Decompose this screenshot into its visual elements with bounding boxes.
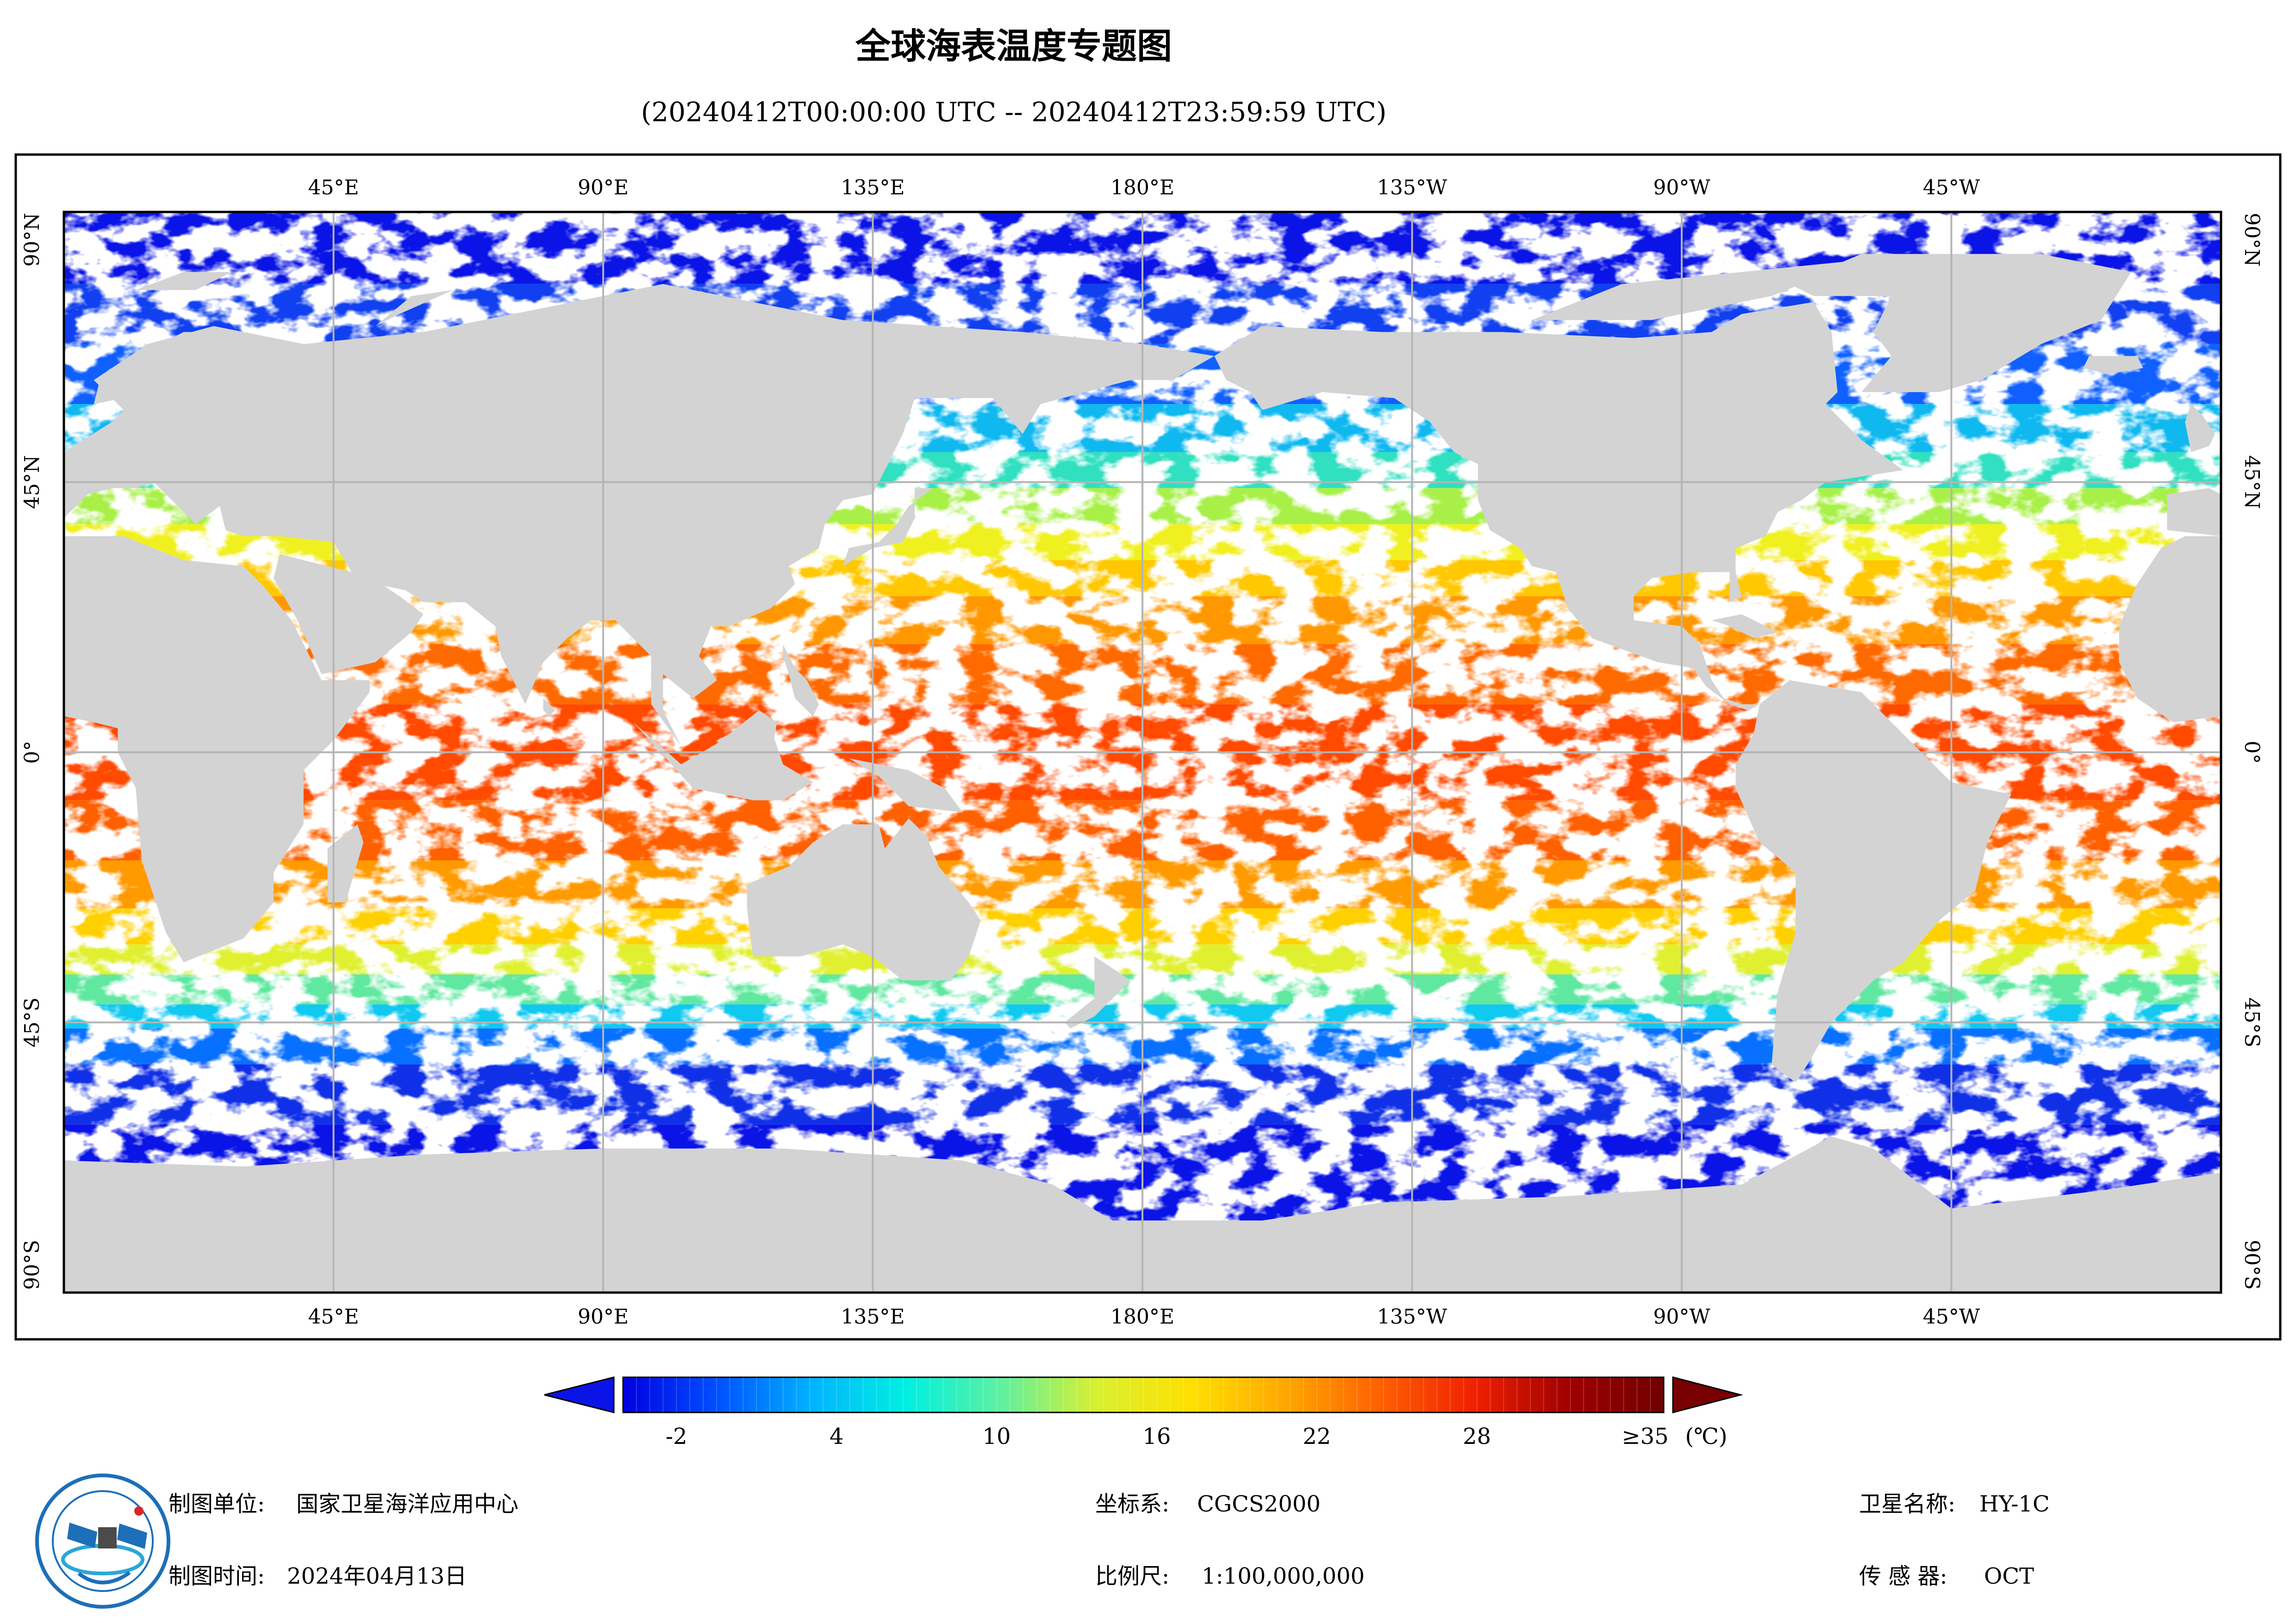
lat-label-right: 45°N — [2240, 455, 2264, 510]
south-america-land — [1735, 680, 2011, 1082]
map-area — [64, 212, 2221, 1293]
lon-label-bottom: 135°W — [1377, 1305, 1447, 1329]
map-outer-frame — [14, 153, 2282, 1341]
japan-land — [842, 488, 933, 566]
cuba-land — [1711, 614, 1778, 638]
colorbar-unit-label: (℃) — [1685, 1424, 1727, 1449]
sri-lanka-land — [543, 698, 555, 716]
graticule — [64, 212, 2221, 1293]
lat-label-left: 45°S — [20, 997, 44, 1047]
lat-label-right: 90°N — [2240, 213, 2264, 267]
lon-label-bottom: 45°W — [1923, 1305, 1980, 1329]
colorbar-tick-label: 22 — [1303, 1424, 1331, 1449]
sensor-label: 传 感 器: — [1859, 1563, 1947, 1589]
sensor-value: OCT — [1984, 1563, 2034, 1589]
iceland-land — [2083, 356, 2143, 374]
colorbar-tick-label: -2 — [666, 1424, 687, 1449]
lat-label-left: 45°N — [20, 455, 44, 510]
org-value: 国家卫星海洋应用中心 — [296, 1491, 518, 1517]
lat-label-right: 0° — [2240, 741, 2264, 764]
lon-label-bottom: 135°E — [841, 1305, 905, 1329]
scandinavia-land — [94, 332, 232, 417]
colorbar-tick-label: 10 — [982, 1424, 1011, 1449]
svalbard-land — [136, 272, 232, 290]
lon-label-top: 90°W — [1653, 176, 1710, 199]
scale-value: 1:100,000,000 — [1202, 1563, 1365, 1589]
lat-label-right: 45°S — [2240, 997, 2264, 1047]
greenland-land — [1790, 254, 2131, 392]
arabia-land — [274, 554, 424, 674]
lat-label-left: 0° — [20, 741, 44, 764]
lon-label-top: 45°W — [1923, 176, 1980, 199]
lat-label-left: 90°S — [20, 1240, 44, 1290]
time-label: 制图时间: — [168, 1563, 265, 1589]
scale-label: 比例尺: — [1095, 1563, 1169, 1589]
lon-label-top: 180°E — [1111, 176, 1174, 199]
lon-label-top: 135°W — [1377, 176, 1447, 199]
colorbar-gradient — [622, 1376, 1665, 1413]
org-label: 制图单位: — [168, 1491, 265, 1517]
new-zealand-land — [1064, 956, 1131, 1029]
colorbar-tick-label: ≥35 — [1622, 1424, 1668, 1449]
logo-icon — [35, 1474, 170, 1609]
africa-west-land — [2119, 536, 2221, 722]
colorbar-tick-label: 4 — [830, 1424, 844, 1449]
lat-label-left: 90°N — [20, 213, 44, 267]
map-inner-frame — [62, 211, 2222, 1294]
australia-land — [747, 818, 981, 981]
iberia-land — [2167, 488, 2221, 536]
footer: 制图单位: 国家卫星海洋应用中心 制图时间: 2024年04月13日 坐标系: … — [35, 1474, 2050, 1609]
uk-land — [2185, 404, 2215, 452]
crs-label: 坐标系: — [1095, 1491, 1169, 1517]
satellite-label: 卫星名称: — [1859, 1491, 1955, 1517]
axis-labels: 45°E 45°E 90°E 90°E 135°E 135°E 180°E 180°E 135°… — [20, 176, 2264, 1329]
map-subtitle: (20240412T00:00:00 UTC -- 20240412T23:59… — [641, 96, 1387, 128]
lon-label-top: 45°E — [308, 176, 359, 199]
time-value: 2024年04月13日 — [287, 1563, 467, 1589]
map-title: 全球海表温度专题图 — [855, 25, 1172, 67]
north-america-land — [1214, 302, 1903, 710]
borneo-land — [717, 710, 777, 771]
crs-value: CGCS2000 — [1197, 1491, 1321, 1517]
colorbar-under-arrow — [544, 1376, 615, 1413]
lon-label-bottom: 45°E — [308, 1305, 359, 1329]
colorbar-tick-label: 28 — [1463, 1424, 1491, 1449]
eurasia-land — [64, 284, 1215, 746]
satellite-value: HY-1C — [1979, 1491, 2050, 1517]
colorbar-over-arrow — [1672, 1376, 1743, 1413]
arctic-islands-land — [1532, 260, 1862, 320]
novaya-zemlya-land — [375, 290, 454, 326]
lon-label-bottom: 90°W — [1653, 1305, 1710, 1329]
madagascar-land — [327, 824, 364, 902]
africa-land — [64, 536, 370, 963]
colorbar-tick-label: 16 — [1142, 1424, 1171, 1449]
lat-label-right: 90°S — [2240, 1240, 2264, 1290]
lon-label-top: 135°E — [841, 176, 905, 199]
new-guinea-land — [849, 758, 963, 813]
colorbar: -2 4 10 16 22 28 ≥35 (℃) — [544, 1376, 1743, 1449]
lon-label-bottom: 90°E — [578, 1305, 629, 1329]
lon-label-bottom: 180°E — [1111, 1305, 1174, 1329]
philippines-land — [783, 644, 819, 716]
lon-label-top: 90°E — [578, 176, 629, 199]
